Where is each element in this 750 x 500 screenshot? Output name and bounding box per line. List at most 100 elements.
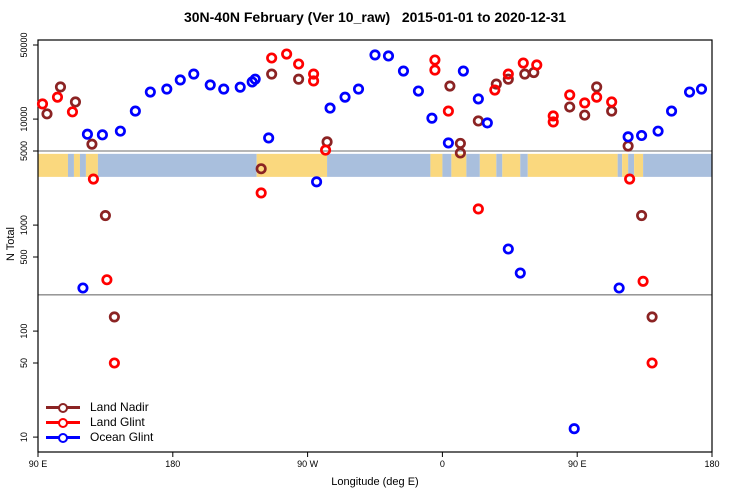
data-point-land-glint	[547, 110, 559, 122]
data-point-land-nadir	[99, 210, 111, 222]
legend-label: Land Glint	[90, 415, 145, 429]
map-band-segment-land	[430, 153, 443, 177]
data-point-ocean-glint	[568, 423, 580, 435]
data-point-land-nadir	[86, 138, 98, 150]
data-point-land-glint	[564, 89, 576, 101]
y-axis-label: N Total	[5, 226, 17, 262]
data-point-ocean-glint	[352, 83, 365, 95]
map-band-segment-sea	[79, 153, 86, 177]
legend-item-land-nadir: Land Nadir	[46, 400, 153, 415]
map-band-segment-land	[85, 153, 98, 177]
legend-label: Ocean Glint	[90, 430, 154, 444]
data-point-ocean-glint	[514, 267, 526, 279]
data-point-ocean-glint	[481, 117, 493, 129]
data-point-ocean-glint	[174, 74, 186, 86]
data-point-ocean-glint	[457, 65, 469, 77]
data-point-land-glint	[36, 98, 49, 110]
data-point-land-glint	[547, 116, 559, 128]
data-point-land-glint	[255, 187, 267, 199]
data-point-ocean-glint	[77, 282, 89, 294]
legend-item-ocean-glint: Ocean Glint	[46, 430, 153, 445]
data-point-ocean-glint	[129, 105, 141, 117]
map-band-segment-sea	[643, 153, 712, 177]
data-point-land-glint	[308, 68, 320, 80]
map-band-segment-sea	[327, 153, 431, 177]
data-point-land-nadir	[472, 115, 484, 127]
y-tick-label: 50	[19, 358, 29, 368]
data-point-ocean-glint	[472, 93, 484, 105]
data-point-ocean-glint	[652, 125, 664, 137]
x-tick-label: 180	[165, 459, 180, 469]
data-point-land-glint	[66, 106, 78, 118]
map-band-segment-land	[38, 153, 68, 177]
data-point-land-nadir	[41, 108, 53, 120]
data-point-land-nadir	[606, 105, 618, 117]
data-point-land-nadir	[444, 80, 456, 92]
legend-marker-icon	[46, 402, 80, 413]
chart-title: 30N-40N February (Ver 10_raw) 2015-01-01…	[183, 9, 567, 25]
data-point-land-glint	[624, 173, 636, 185]
data-point-ocean-glint	[369, 49, 381, 61]
data-point-ocean-glint	[502, 243, 514, 255]
data-point-land-nadir	[579, 109, 591, 121]
map-band-segment-land	[622, 153, 629, 177]
data-point-land-glint	[646, 357, 658, 369]
data-point-ocean-glint	[397, 65, 410, 77]
y-tick-label: 5000	[19, 141, 29, 161]
data-point-land-glint	[101, 274, 113, 286]
map-band-segment-land	[527, 153, 618, 177]
data-point-land-glint	[429, 54, 441, 66]
data-point-land-glint	[51, 91, 64, 103]
y-tick-label: 1000	[19, 215, 29, 235]
data-point-land-nadir	[519, 68, 531, 80]
data-point-land-glint	[591, 91, 603, 103]
data-point-ocean-glint	[188, 68, 200, 80]
data-point-land-nadir	[622, 140, 634, 152]
data-point-ocean-glint	[613, 282, 625, 294]
data-point-ocean-glint	[263, 132, 275, 144]
map-band-segment-sea	[442, 153, 452, 177]
data-point-ocean-glint	[412, 85, 424, 97]
data-point-land-nadir	[646, 311, 658, 323]
data-point-ocean-glint	[666, 105, 678, 117]
data-point-land-glint	[293, 58, 305, 70]
plot-border	[37, 39, 713, 453]
data-point-land-glint	[517, 57, 529, 69]
data-point-land-glint	[320, 144, 332, 156]
data-point-ocean-glint	[426, 112, 438, 124]
data-point-ocean-glint	[636, 129, 648, 142]
data-point-land-nadir	[454, 147, 466, 159]
data-point-land-nadir	[69, 96, 81, 108]
map-band-segment-sea	[97, 153, 257, 177]
data-point-ocean-glint	[81, 128, 93, 140]
legend-label: Land Nadir	[90, 400, 149, 414]
data-point-land-nadir	[255, 163, 267, 175]
data-point-land-nadir	[54, 81, 67, 93]
map-band-segment-land	[502, 153, 521, 177]
data-point-land-glint	[502, 68, 514, 80]
data-point-land-glint	[637, 275, 649, 287]
data-point-land-nadir	[454, 137, 466, 149]
data-point-ocean-glint	[249, 73, 261, 85]
data-point-land-glint	[472, 203, 484, 215]
map-band-segment-sea	[617, 153, 623, 177]
data-point-ocean-glint	[324, 102, 336, 114]
y-tick-label: 500	[19, 249, 29, 264]
data-point-ocean-glint	[218, 83, 230, 95]
data-point-ocean-glint	[144, 86, 156, 98]
data-point-land-glint	[308, 75, 320, 87]
data-point-land-glint	[606, 96, 618, 108]
data-point-ocean-glint	[161, 83, 173, 95]
data-point-ocean-glint	[683, 86, 696, 98]
map-band-segment-land	[479, 153, 497, 177]
data-point-land-glint	[489, 84, 501, 96]
data-point-ocean-glint	[382, 50, 395, 62]
data-point-land-nadir	[502, 73, 514, 85]
data-point-land-glint	[429, 64, 441, 76]
map-band-segment-land	[73, 153, 80, 177]
data-point-ocean-glint	[442, 137, 454, 149]
data-point-land-nadir	[108, 311, 120, 323]
y-tick-label: 50000	[19, 32, 29, 57]
